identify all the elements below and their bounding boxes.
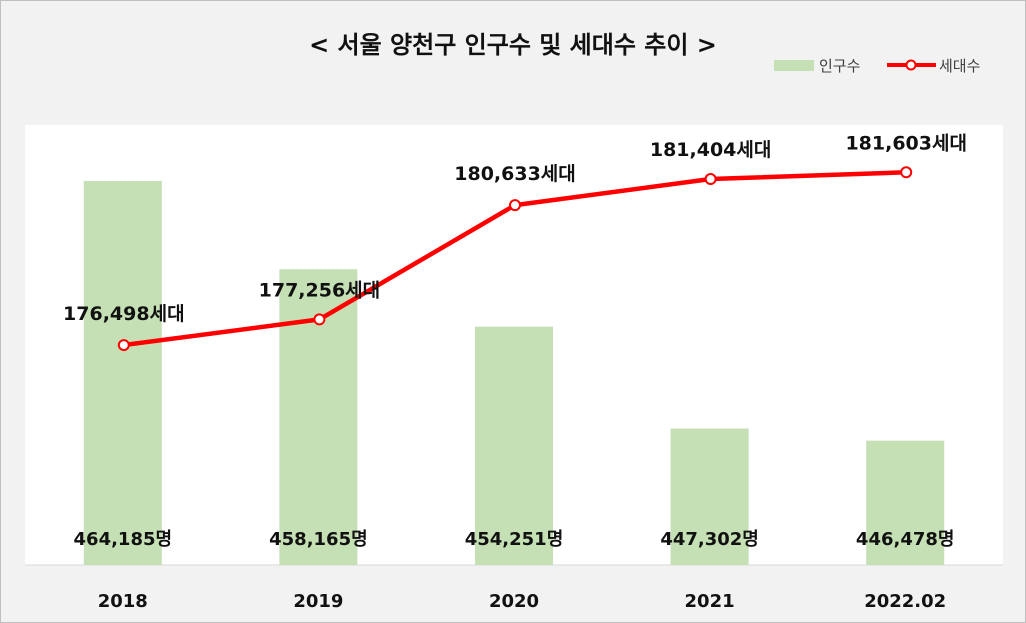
bar-label-2020: 454,251명 xyxy=(465,529,564,550)
bar-label-2021: 447,302명 xyxy=(660,529,759,550)
bar-2022.02 xyxy=(866,440,945,565)
legend-label-households: 세대수 xyxy=(939,57,980,75)
line-point-2019 xyxy=(313,313,326,326)
line-group: 176,498세대 177,256세대 180,633세대 181,404세대 181,… xyxy=(63,132,967,352)
bar-label-2022.02: 446,478명 xyxy=(856,529,955,550)
bars-group: 464,185명 458,165명 454,251명 447,302명 446,478명 xyxy=(74,180,955,565)
x-tick-labels: 2018 2019 2020 2021 2022.02 xyxy=(98,591,946,612)
x-tick-2022.02: 2022.02 xyxy=(864,591,946,612)
chart-title: < 서울 양천구 인구수 및 세대수 추이 > xyxy=(309,31,717,59)
line-point-2018 xyxy=(117,339,130,352)
line-label-2018: 176,498세대 xyxy=(63,303,185,325)
legend-swatch-population xyxy=(774,60,814,71)
line-point-2020 xyxy=(509,199,521,212)
line-label-2019: 177,256세대 xyxy=(259,279,381,301)
line-point-2021 xyxy=(704,173,717,186)
bar-2020 xyxy=(475,326,553,565)
x-tick-2020: 2020 xyxy=(489,591,539,612)
line-label-2021: 181,404세대 xyxy=(650,139,772,161)
bar-label-2018: 464,185명 xyxy=(74,529,173,550)
bar-label-2019: 458,165명 xyxy=(269,529,368,550)
line-label-2022.02: 181,603세대 xyxy=(845,132,967,154)
bar-2018 xyxy=(83,180,162,565)
line-point-2022.02 xyxy=(900,166,913,179)
bar-2021 xyxy=(670,428,749,565)
legend-label-population: 인구수 xyxy=(819,57,860,75)
x-tick-2019: 2019 xyxy=(293,591,343,612)
x-tick-2021: 2021 xyxy=(685,591,735,612)
legend-marker-households xyxy=(905,59,917,71)
line-label-2020: 180,633세대 xyxy=(454,163,576,185)
x-tick-2018: 2018 xyxy=(98,591,148,612)
legend: 인구수 세대수 xyxy=(774,57,980,75)
